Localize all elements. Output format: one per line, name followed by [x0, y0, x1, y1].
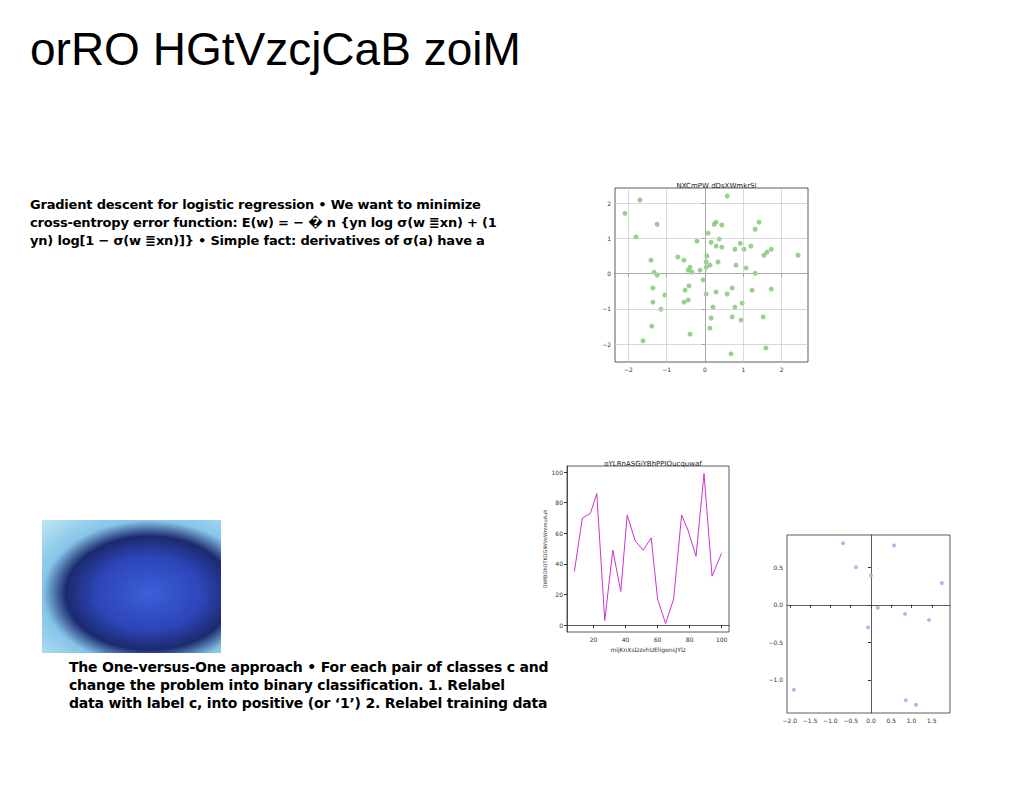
svg-text:0.0: 0.0	[866, 717, 876, 724]
svg-text:mijKnXsDzvhUEligonsJYD: mijKnXsDzvhUEligonsJYD	[610, 646, 686, 654]
svg-text:2: 2	[780, 366, 784, 373]
svg-text:0.5: 0.5	[886, 717, 896, 724]
svg-text:60: 60	[654, 636, 662, 643]
svg-text:0.5: 0.5	[773, 564, 783, 571]
svg-text:−2: −2	[624, 366, 633, 373]
svg-text:OWfBOhOTKOGIWVeWmmuAuh: OWfBOhOTKOGIWVeWmmuAuh	[542, 509, 548, 588]
svg-text:1.5: 1.5	[927, 717, 937, 724]
svg-text:−1.5: −1.5	[803, 717, 818, 724]
svg-text:20: 20	[590, 636, 598, 643]
svg-text:−0.5: −0.5	[843, 717, 858, 724]
html-text:data with label c, into positi: data with label c, into positive (or ‘1’…	[69, 695, 548, 711]
svg-text:1.0: 1.0	[907, 717, 917, 724]
svg-text:−2: −2	[602, 341, 611, 348]
svg-text:NXCmPW dDsXWmkrSl: NXCmPW dDsXWmkrSl	[677, 182, 757, 190]
svg-text:0: 0	[607, 270, 611, 277]
svg-text:−1: −1	[602, 305, 611, 312]
svg-text:−1.0: −1.0	[823, 717, 838, 724]
html-text:The One-versus-One approach •: The One-versus-One approach • For each p…	[69, 659, 549, 675]
svg-text:1: 1	[741, 366, 745, 373]
svg-text:60: 60	[555, 530, 563, 537]
svg-text:100: 100	[716, 636, 728, 643]
svg-text:−1.0: −1.0	[768, 676, 783, 683]
svg-text:100: 100	[552, 469, 564, 476]
svg-text:20: 20	[555, 591, 563, 598]
svg-text:40: 40	[555, 560, 563, 567]
html-text:change the problem into binary: change the problem into binary classific…	[69, 677, 505, 693]
html-text:orRO HGtVzcjCaB zoiM: orRO HGtVzcjCaB zoiM	[30, 23, 521, 75]
svg-text:−2.0: −2.0	[783, 717, 798, 724]
svg-text:0.0: 0.0	[773, 601, 783, 608]
html-text:cross-entropy error function:: cross-entropy error function: E(w) = − �…	[30, 215, 497, 230]
html-text:yn) log[1 − σ(w ≣xn)]} • Simpl: yn) log[1 − σ(w ≣xn)]} • Simple fact: de…	[30, 233, 485, 248]
svg-text:oYLRnASGiYBhPPIOucquwaf: oYLRnASGiYBhPPIOucquwaf	[604, 460, 702, 468]
svg-text:0: 0	[703, 366, 707, 373]
svg-text:−1: −1	[662, 366, 671, 373]
svg-text:80: 80	[555, 499, 563, 506]
svg-text:1: 1	[607, 235, 611, 242]
svg-text:−0.5: −0.5	[768, 639, 783, 646]
svg-text:40: 40	[622, 636, 630, 643]
svg-text:2: 2	[607, 200, 611, 207]
html-text:Gradient descent for logistic: Gradient descent for logistic regression…	[30, 197, 481, 212]
svg-text:80: 80	[686, 636, 694, 643]
svg-text:0: 0	[559, 622, 563, 629]
